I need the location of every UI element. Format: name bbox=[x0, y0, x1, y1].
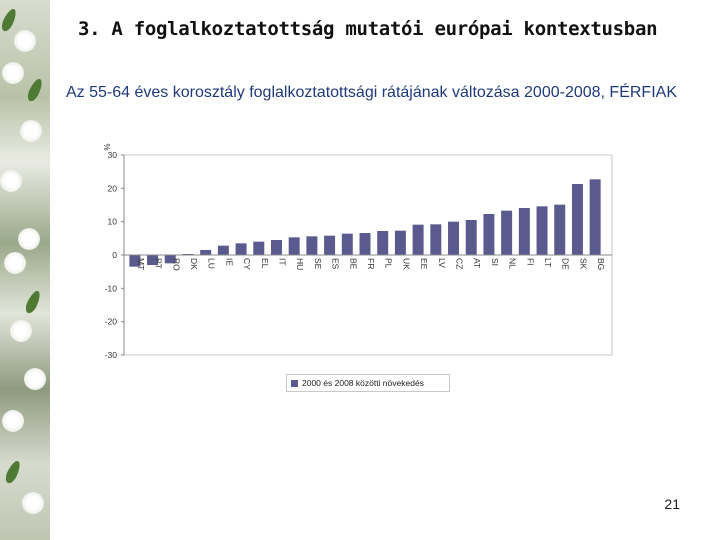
bar-nl bbox=[501, 210, 513, 255]
bar-se bbox=[306, 236, 318, 255]
x-category-label: PL bbox=[384, 258, 394, 269]
y-tick-label: -30 bbox=[105, 350, 118, 358]
y-tick-label: 20 bbox=[108, 183, 118, 193]
x-category-label: EL bbox=[260, 258, 270, 269]
bar-mt bbox=[129, 255, 141, 267]
x-category-label: ES bbox=[331, 258, 341, 270]
x-category-label: LV bbox=[437, 258, 447, 268]
bar-el bbox=[253, 241, 265, 255]
bar-bg bbox=[589, 179, 601, 255]
page-number: 21 bbox=[664, 496, 680, 512]
bar-uk bbox=[394, 230, 406, 255]
x-category-label: IE bbox=[224, 258, 234, 266]
blossom-shape bbox=[2, 410, 24, 432]
y-tick-label: 30 bbox=[108, 150, 118, 160]
blossom-shape bbox=[22, 492, 44, 514]
x-category-label: DK bbox=[189, 258, 199, 270]
bar-ro bbox=[164, 255, 176, 264]
bar-it bbox=[270, 240, 282, 255]
x-category-label: HU bbox=[295, 258, 305, 270]
leaf-shape bbox=[3, 459, 23, 485]
x-category-label: UK bbox=[401, 258, 411, 270]
bar-de bbox=[554, 204, 566, 255]
decorative-blossom-photo bbox=[0, 0, 50, 540]
x-category-label: MT bbox=[136, 258, 146, 270]
x-category-label: RO bbox=[171, 258, 181, 271]
bar-chart: 30 20 10 0 -10 -20 -30% MT PT RO DK LU IE CY EL IT HU SE E… bbox=[103, 143, 613, 360]
bar-es bbox=[324, 235, 336, 255]
bar-sk bbox=[571, 184, 583, 255]
bar-ie bbox=[217, 245, 229, 255]
x-category-label: FR bbox=[366, 258, 376, 269]
x-category-label: CY bbox=[242, 258, 252, 270]
x-category-label: DE bbox=[561, 258, 571, 270]
y-axis-label: % bbox=[103, 143, 112, 150]
legend-label: 2000 és 2008 közötti növekedés bbox=[302, 378, 424, 388]
bar-lt bbox=[536, 206, 548, 255]
leaf-shape bbox=[23, 289, 43, 315]
x-category-label: SE bbox=[313, 258, 323, 270]
bar-si bbox=[483, 214, 495, 255]
bar-ee bbox=[412, 224, 424, 255]
x-category-label: EE bbox=[419, 258, 429, 270]
x-category-label: CZ bbox=[455, 258, 465, 269]
blossom-shape bbox=[18, 228, 40, 250]
x-category-label: AT bbox=[472, 258, 482, 268]
leaf-shape bbox=[0, 7, 19, 33]
blossom-shape bbox=[10, 320, 32, 342]
x-category-label: FI bbox=[525, 258, 535, 266]
x-category-label: NL bbox=[508, 258, 518, 269]
x-category-label: PT bbox=[154, 258, 164, 269]
bar-cz bbox=[448, 221, 460, 255]
y-tick-label: -10 bbox=[105, 283, 118, 293]
bar-cy bbox=[235, 243, 247, 255]
bar-pl bbox=[377, 231, 389, 255]
page-title: 3. A foglalkoztatottság mutatói európai … bbox=[78, 18, 658, 40]
x-category-label: LU bbox=[207, 258, 217, 269]
bar-hu bbox=[288, 237, 300, 255]
chart-frame: 30 20 10 0 -10 -20 -30% MT PT RO DK LU IE CY EL IT HU SE E… bbox=[90, 136, 618, 360]
blossom-shape bbox=[2, 62, 24, 84]
chart-legend: 2000 és 2008 közötti növekedés bbox=[286, 374, 450, 392]
bar-be bbox=[341, 233, 353, 255]
bar-fr bbox=[359, 233, 371, 255]
x-category-label: IT bbox=[277, 258, 287, 266]
blossom-shape bbox=[4, 252, 26, 274]
chart-subtitle: Az 55-64 éves korosztály foglalkoztatott… bbox=[66, 84, 677, 101]
y-tick-label: 0 bbox=[112, 250, 117, 260]
bar-lv bbox=[430, 224, 442, 255]
x-category-label: SI bbox=[490, 258, 500, 266]
y-tick-label: 10 bbox=[108, 217, 118, 227]
blossom-shape bbox=[14, 30, 36, 52]
x-category-label: BG bbox=[596, 258, 606, 270]
legend-swatch bbox=[291, 379, 298, 387]
bar-lu bbox=[200, 250, 212, 255]
leaf-shape bbox=[25, 77, 45, 103]
bar-fi bbox=[518, 208, 530, 255]
x-category-label: BE bbox=[348, 258, 358, 270]
blossom-shape bbox=[20, 120, 42, 142]
blossom-shape bbox=[0, 170, 22, 192]
x-category-label: LT bbox=[543, 258, 553, 267]
blossom-shape bbox=[24, 368, 46, 390]
bar-at bbox=[465, 220, 477, 255]
bar-pt bbox=[147, 255, 159, 265]
y-tick-label: -20 bbox=[105, 317, 118, 327]
x-category-label: SK bbox=[578, 258, 588, 270]
